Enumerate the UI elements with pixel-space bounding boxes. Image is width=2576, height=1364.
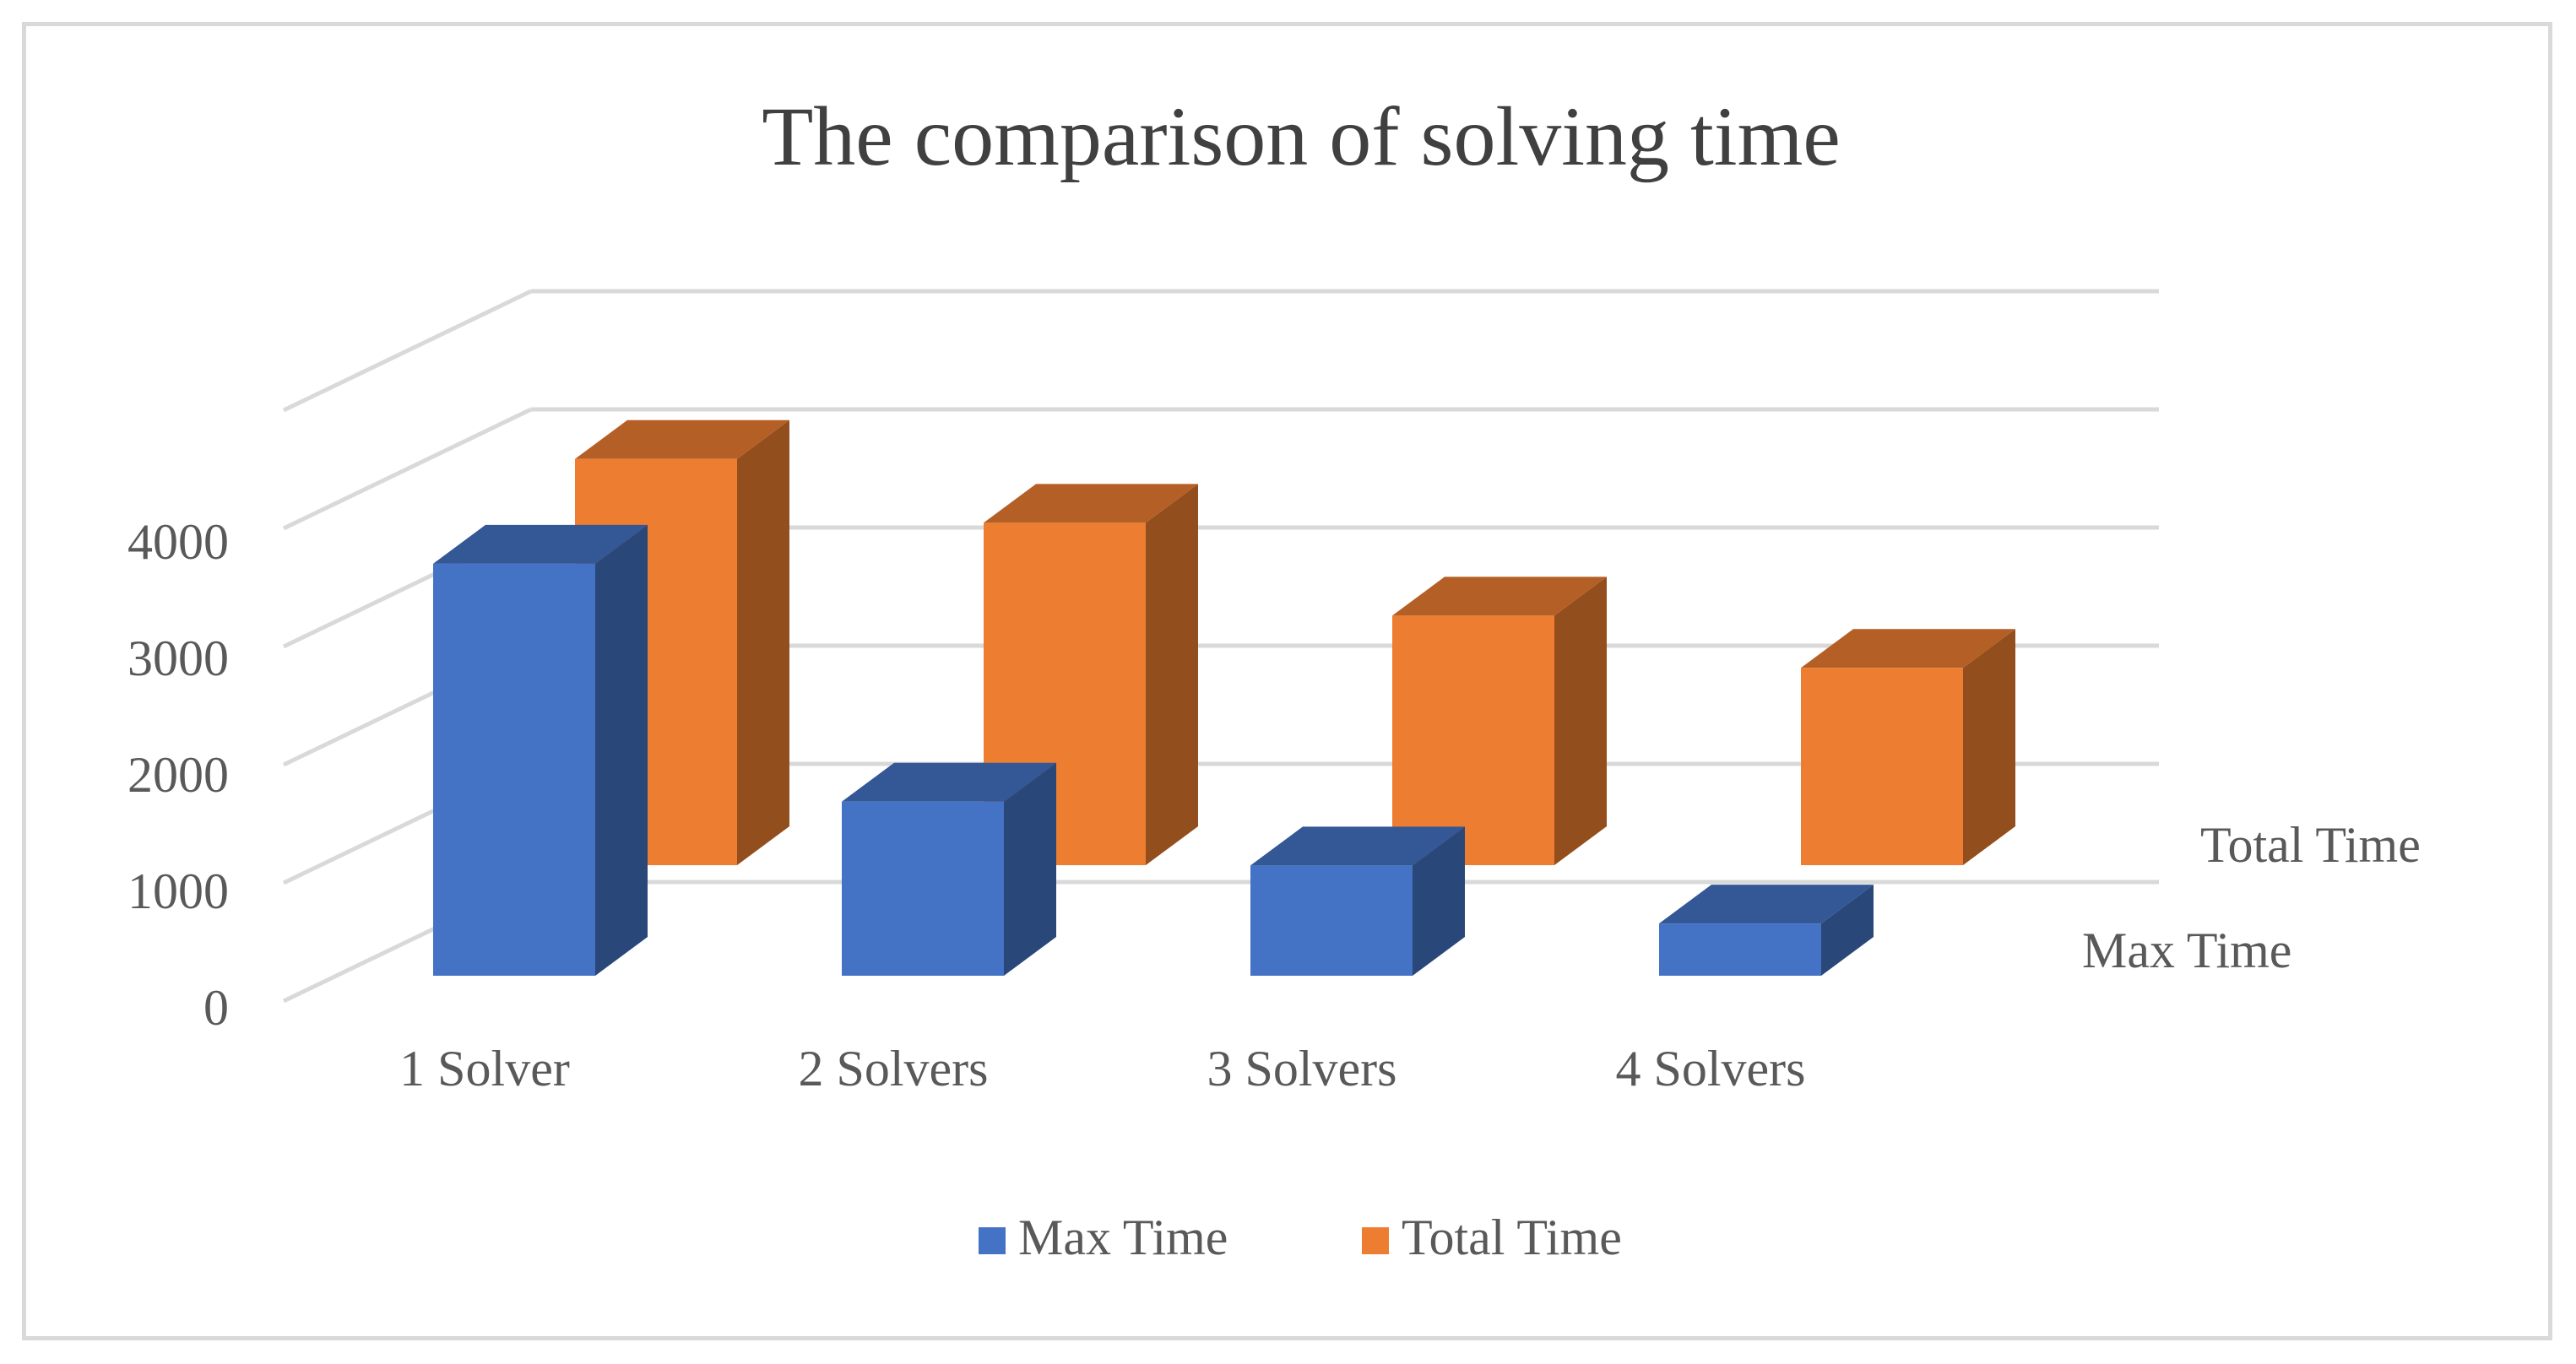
bars — [433, 419, 2015, 976]
bar-total-time-top — [984, 484, 1198, 523]
y-axis-ticks: 0 1000 2000 3000 4000 — [127, 514, 229, 1036]
gridlines — [282, 289, 2159, 1004]
legend-swatch-total — [1362, 1227, 1389, 1254]
bar-total-time-side — [1554, 576, 1607, 865]
bar-total-time — [1392, 576, 1607, 865]
bar-total-time-side — [1963, 629, 2015, 865]
chart-svg: The comparison of solving time 0 1000 20… — [127, 89, 2421, 1265]
bar-max-time-top — [842, 762, 1056, 802]
bar-total-time-front — [1801, 668, 1963, 865]
y-tick-label: 2000 — [127, 747, 229, 803]
legend-swatch-max — [979, 1227, 1006, 1254]
category-label: 2 Solvers — [799, 1041, 989, 1096]
gridline-side — [282, 289, 533, 413]
bar-max-time — [842, 762, 1056, 976]
bar-total-time — [984, 484, 1198, 865]
gridline-side — [282, 407, 533, 531]
legend-label-total: Total Time — [1402, 1210, 1622, 1265]
y-tick-label: 4000 — [127, 514, 229, 570]
y-tick-label: 0 — [203, 980, 229, 1036]
legend: Max Time Total Time — [979, 1210, 1622, 1265]
bar-max-time-front — [842, 801, 1004, 976]
category-label: 3 Solvers — [1207, 1041, 1397, 1096]
bar-max-time-front — [433, 563, 595, 976]
bar-max-time-side — [1004, 762, 1056, 976]
bar-max-time-side — [595, 524, 648, 976]
bar-max-time-front — [1659, 923, 1821, 976]
chart-title: The comparison of solving time — [762, 89, 1841, 183]
category-label: 1 Solver — [399, 1041, 570, 1096]
x-axis-categories: 1 Solver 2 Solvers 3 Solvers 4 Solvers — [399, 1041, 1805, 1096]
bar-max-time — [433, 524, 648, 976]
bar-max-time-side — [1821, 885, 1874, 976]
legend-label-max: Max Time — [1018, 1210, 1228, 1265]
bar-max-time-front — [1250, 865, 1413, 976]
bar-total-time-top — [575, 419, 789, 459]
bar-max-time-top — [1250, 826, 1465, 866]
y-tick-label: 3000 — [127, 631, 229, 686]
depth-axis-label-total: Total Time — [2200, 817, 2421, 873]
depth-axis-label-max: Max Time — [2082, 923, 2291, 978]
bar-total-time-side — [1146, 484, 1198, 865]
bar-max-time — [1659, 885, 1874, 976]
bar-total-time-front — [1392, 615, 1554, 865]
bar-max-time-top — [1659, 885, 1874, 924]
bar-max-time-top — [433, 524, 648, 564]
category-label: 4 Solvers — [1616, 1041, 1806, 1096]
bar-max-time — [1250, 826, 1465, 976]
bar-max-time-side — [1413, 826, 1465, 976]
chart-frame: The comparison of solving time 0 1000 20… — [22, 22, 2552, 1340]
y-tick-label: 1000 — [127, 863, 229, 919]
bar-total-time-top — [1801, 629, 2015, 668]
bar-total-time — [1801, 629, 2015, 865]
bar-total-time-side — [737, 419, 789, 865]
bar-total-time-top — [1392, 576, 1607, 616]
